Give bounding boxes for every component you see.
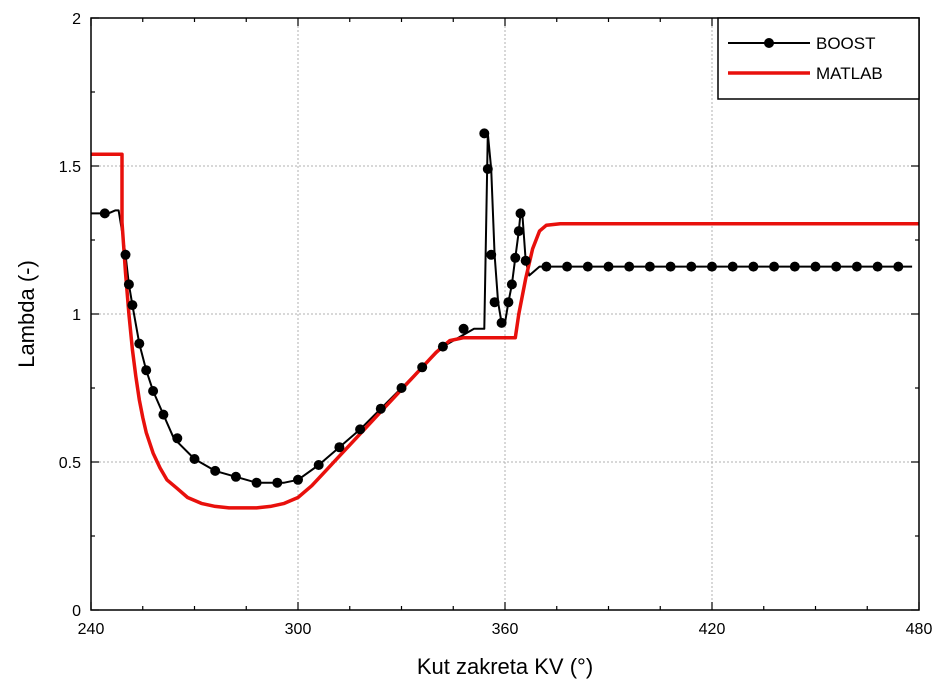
legend-box <box>717 17 920 100</box>
data-point-boost <box>624 261 635 272</box>
data-point-boost <box>134 338 145 349</box>
x-tick-label: 240 <box>78 621 105 638</box>
legend-marker-boost <box>764 38 774 48</box>
y-tick-label: 1 <box>72 307 81 324</box>
data-point-boost <box>496 317 507 328</box>
data-point-boost <box>158 409 169 420</box>
data-point-boost <box>489 297 500 308</box>
data-point-boost <box>230 471 241 482</box>
legend: BOOST MATLAB <box>717 17 920 100</box>
data-point-boost <box>810 261 821 272</box>
data-point-boost <box>562 261 573 272</box>
data-point-boost <box>437 341 448 352</box>
data-point-boost <box>120 249 131 260</box>
data-point-boost <box>141 365 152 376</box>
series-layer <box>91 128 919 510</box>
data-point-boost <box>127 300 138 311</box>
data-point-boost <box>893 261 904 272</box>
x-tick-label: 360 <box>492 621 519 638</box>
y-tick-label: 2 <box>72 11 81 28</box>
data-point-boost <box>515 208 526 219</box>
data-point-boost <box>510 252 521 263</box>
data-point-boost <box>851 261 862 272</box>
data-point-boost <box>123 279 134 290</box>
data-point-boost <box>831 261 842 272</box>
data-point-boost <box>148 386 159 396</box>
y-tick-label: 0 <box>72 603 81 620</box>
data-point-boost <box>417 362 428 373</box>
data-point-boost <box>396 383 407 393</box>
data-point-boost <box>872 261 883 272</box>
data-point-boost <box>210 465 221 476</box>
data-point-boost <box>486 249 497 260</box>
data-point-boost <box>727 261 738 272</box>
data-point-boost <box>482 164 493 174</box>
x-tick-label: 420 <box>699 621 726 638</box>
data-point-boost <box>479 128 490 139</box>
axes <box>90 17 920 611</box>
y-tick-label: 1.5 <box>59 159 81 176</box>
grid-lines <box>91 18 919 610</box>
data-point-boost <box>99 208 110 219</box>
data-point-boost <box>334 442 345 453</box>
legend-label-matlab: MATLAB <box>816 64 883 83</box>
data-point-boost <box>665 261 676 272</box>
data-point-boost <box>503 297 514 308</box>
data-point-boost <box>293 474 303 485</box>
data-point-boost <box>272 477 283 488</box>
data-point-boost <box>769 261 780 272</box>
data-point-boost <box>707 261 717 272</box>
data-point-boost <box>789 261 800 272</box>
data-point-boost <box>748 261 759 272</box>
x-tick-label: 300 <box>285 621 312 638</box>
data-point-boost <box>582 261 593 272</box>
data-point-boost <box>313 460 324 470</box>
data-point-boost <box>458 323 469 334</box>
y-axis-title: Lambda (-) <box>14 260 39 368</box>
data-point-boost <box>172 433 183 444</box>
x-axis-title: Kut zakreta KV (°) <box>417 654 593 679</box>
data-point-boost <box>375 403 386 414</box>
x-tick-label: 480 <box>906 621 933 638</box>
series-line-matlab <box>91 152 919 510</box>
legend-label-boost: BOOST <box>816 34 876 53</box>
data-point-boost <box>520 255 531 266</box>
data-point-boost <box>603 261 614 272</box>
data-point-boost <box>686 261 697 272</box>
data-point-boost <box>644 261 655 272</box>
data-point-boost <box>355 424 366 435</box>
data-point-boost <box>513 226 524 237</box>
y-tick-label: 0.5 <box>59 455 81 472</box>
data-point-boost <box>506 279 517 290</box>
data-point-boost <box>251 477 262 488</box>
series-line-boost <box>91 132 913 484</box>
data-point-boost <box>541 261 552 272</box>
data-point-boost <box>189 454 200 464</box>
tick-labels: 240 300 360 420 480 0 0.5 1 1.5 2 <box>59 11 933 638</box>
